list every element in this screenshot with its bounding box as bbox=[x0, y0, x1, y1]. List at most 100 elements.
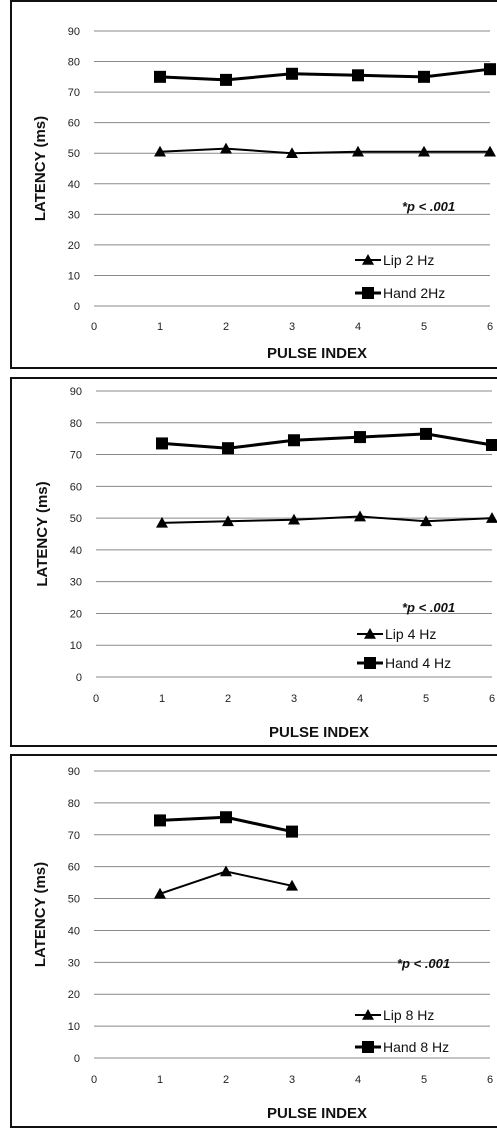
y-tick-label: 40 bbox=[68, 179, 80, 191]
x-tick-label: 3 bbox=[289, 321, 295, 333]
data-point-lip bbox=[222, 515, 234, 527]
data-point-hand bbox=[420, 427, 432, 440]
data-point-hand bbox=[354, 431, 366, 444]
y-tick-label: 10 bbox=[68, 1021, 80, 1033]
series-line-hand bbox=[161, 432, 493, 450]
y-tick-label: 60 bbox=[70, 481, 82, 493]
data-point-hand bbox=[220, 811, 232, 824]
x-tick-label: 0 bbox=[91, 321, 97, 333]
x-tick-label: 5 bbox=[421, 321, 427, 333]
y-tick-label: 90 bbox=[70, 386, 82, 398]
x-tick-label: 6 bbox=[489, 693, 495, 705]
data-point-lip bbox=[354, 510, 366, 522]
x-axis-title: PULSE INDEX bbox=[267, 1105, 367, 1122]
line-chart: 0 10 20 30 40 50 60 70 80 90 0 1 2 3 4 5 6 PULSE INDEX LAT… bbox=[34, 386, 497, 741]
legend-label: Hand 8 Hz bbox=[383, 1039, 449, 1055]
y-tick-label: 10 bbox=[68, 270, 80, 282]
legend-label: Lip 8 Hz bbox=[383, 1007, 434, 1023]
y-tick-label: 10 bbox=[70, 640, 82, 652]
x-tick-label: 2 bbox=[225, 693, 231, 705]
data-point-hand bbox=[286, 825, 298, 838]
data-point-hand bbox=[486, 439, 497, 452]
y-tick-label: 70 bbox=[68, 87, 80, 99]
data-point-lip bbox=[352, 145, 364, 157]
data-point-lip bbox=[220, 865, 232, 877]
line-chart: 0 10 20 30 40 50 60 70 80 90 0 1 2 3 4 5 6 PULSE INDEX LAT… bbox=[32, 26, 496, 362]
data-point-lip bbox=[154, 145, 166, 157]
y-tick-label: 30 bbox=[70, 577, 82, 589]
significance-annotation: *p < .001 bbox=[402, 600, 455, 615]
y-axis-title: LATENCY (ms) bbox=[32, 862, 49, 967]
legend-marker-triangle bbox=[362, 1009, 374, 1020]
data-point-hand bbox=[286, 67, 298, 80]
x-tick-label: 4 bbox=[355, 321, 361, 333]
y-tick-label: 20 bbox=[68, 240, 80, 252]
y-axis-title: LATENCY (ms) bbox=[34, 481, 51, 586]
y-tick-label: 40 bbox=[68, 925, 80, 937]
chart-panel-lip-hand-4hz: 0 10 20 30 40 50 60 70 80 90 0 1 2 3 4 5 6 PULSE INDEX LAT… bbox=[10, 377, 497, 747]
x-tick-label: 0 bbox=[91, 1074, 97, 1086]
y-tick-label: 20 bbox=[68, 989, 80, 1001]
x-tick-label: 2 bbox=[223, 1074, 229, 1086]
x-axis-title: PULSE INDEX bbox=[269, 724, 369, 741]
x-tick-label: 5 bbox=[423, 693, 429, 705]
series-line-lip bbox=[161, 515, 493, 524]
y-axis-title: LATENCY (ms) bbox=[32, 116, 49, 221]
y-tick-label: 90 bbox=[68, 26, 80, 38]
data-point-lip bbox=[286, 147, 298, 159]
data-point-lip bbox=[286, 879, 298, 891]
x-tick-label: 6 bbox=[487, 1074, 493, 1086]
legend-label: Hand 2Hz bbox=[383, 285, 445, 301]
data-point-lip bbox=[156, 516, 168, 528]
data-point-hand bbox=[154, 814, 166, 827]
legend-label: Hand 4 Hz bbox=[385, 655, 451, 671]
y-tick-label: 70 bbox=[68, 830, 80, 842]
y-tick-label: 40 bbox=[70, 545, 82, 557]
x-tick-label: 4 bbox=[357, 693, 363, 705]
y-tick-label: 30 bbox=[68, 957, 80, 969]
chart-panel-lip-hand-8hz: 0 10 20 30 40 50 60 70 80 90 0 1 2 3 4 5 6 PULSE INDEX LAT… bbox=[10, 754, 497, 1128]
x-tick-label: 0 bbox=[93, 693, 99, 705]
data-point-hand bbox=[156, 437, 168, 450]
legend-marker-triangle bbox=[362, 254, 374, 265]
x-tick-label: 1 bbox=[157, 1074, 163, 1086]
legend-marker-triangle bbox=[364, 628, 376, 639]
y-tick-label: 50 bbox=[70, 513, 82, 525]
y-tick-label: 70 bbox=[70, 450, 82, 462]
y-tick-label: 90 bbox=[68, 766, 80, 778]
data-point-lip bbox=[154, 887, 166, 899]
data-point-lip bbox=[486, 512, 497, 523]
legend-label: Lip 2 Hz bbox=[383, 252, 434, 268]
x-tick-label: 6 bbox=[487, 321, 493, 333]
y-tick-label: 20 bbox=[70, 608, 82, 620]
y-tick-label: 60 bbox=[68, 862, 80, 874]
x-tick-label: 4 bbox=[355, 1074, 361, 1086]
series-line-lip bbox=[159, 147, 490, 155]
legend-marker-square bbox=[364, 657, 376, 669]
x-tick-label: 5 bbox=[421, 1074, 427, 1086]
y-tick-label: 0 bbox=[74, 1053, 80, 1065]
y-tick-label: 60 bbox=[68, 118, 80, 130]
data-point-hand bbox=[222, 442, 234, 455]
y-tick-label: 80 bbox=[68, 798, 80, 810]
y-tick-label: 30 bbox=[68, 209, 80, 221]
legend-marker-square bbox=[362, 287, 374, 299]
data-point-hand bbox=[154, 70, 166, 83]
legend-marker-square bbox=[362, 1041, 374, 1053]
series-line-hand bbox=[159, 67, 491, 82]
y-tick-label: 80 bbox=[68, 57, 80, 69]
x-tick-label: 1 bbox=[159, 693, 165, 705]
data-point-hand bbox=[352, 69, 364, 82]
legend-label: Lip 4 Hz bbox=[385, 626, 436, 642]
chart-panel-lip-hand-2hz: 0 10 20 30 40 50 60 70 80 90 0 1 2 3 4 5 6 PULSE INDEX LAT… bbox=[10, 0, 497, 369]
data-point-hand bbox=[220, 73, 232, 86]
y-tick-label: 0 bbox=[74, 301, 80, 313]
x-tick-label: 2 bbox=[223, 321, 229, 333]
data-point-lip bbox=[420, 515, 432, 527]
significance-annotation: *p < .001 bbox=[402, 199, 455, 214]
data-point-hand bbox=[288, 434, 300, 447]
data-point-lip bbox=[288, 513, 300, 525]
x-tick-label: 3 bbox=[291, 693, 297, 705]
y-tick-label: 80 bbox=[70, 418, 82, 430]
line-chart: 0 10 20 30 40 50 60 70 80 90 0 1 2 3 4 5 6 PULSE INDEX LAT… bbox=[32, 766, 493, 1122]
